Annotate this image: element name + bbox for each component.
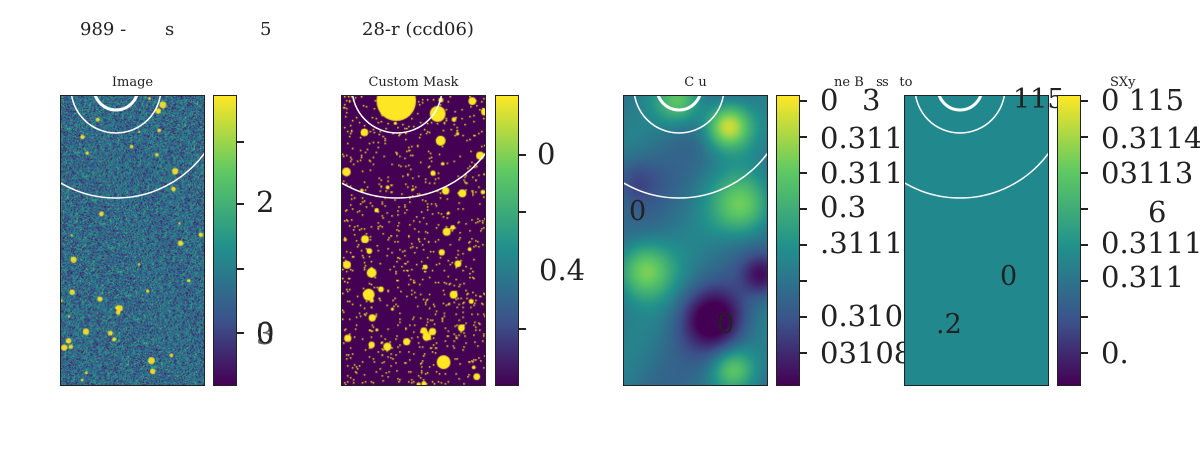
flat-cbar-label: 0.3114 xyxy=(1101,121,1200,155)
mask-colorbar xyxy=(495,95,526,386)
smooth-cbar-label: .3111 xyxy=(820,226,904,260)
cbar-tick xyxy=(1080,244,1088,246)
smooth-cbar-label: 3 xyxy=(862,83,881,117)
panel-title-custom-mask: Custom Mask xyxy=(368,75,459,90)
image-cbar-label: 3 xyxy=(256,317,275,351)
figure-title-part-1: 989 - xyxy=(80,19,127,40)
smooth-cbar-label: 03108 xyxy=(820,336,913,370)
cbar-tick xyxy=(1080,172,1088,174)
flat-cbar-label: 6 xyxy=(1148,195,1167,229)
cbar-tick xyxy=(236,332,244,334)
flat-cbar-label: 03113 xyxy=(1101,156,1194,190)
mask-axes xyxy=(341,95,486,386)
mask-heatmap xyxy=(342,96,485,385)
cbar-tick xyxy=(1080,136,1088,138)
panel-title-4b: SXy xyxy=(1110,75,1136,90)
cbar-tick xyxy=(518,328,526,330)
flat-cbar-label: 0 115 xyxy=(1101,83,1185,117)
flat-corner-label: 115 xyxy=(1013,84,1065,115)
smooth-cbar-label: 0 xyxy=(820,83,839,117)
mask-cbar-label: 0 xyxy=(537,137,556,171)
image-colorbar xyxy=(213,95,244,386)
panel-title-4: ne B s to xyxy=(834,75,913,90)
smooth-axes xyxy=(623,95,768,386)
flat-cbar-label: 0.3111 xyxy=(1101,226,1200,260)
cbar-tick xyxy=(1080,100,1088,102)
flat-axes xyxy=(904,95,1049,386)
panel-title-image: Image xyxy=(111,75,154,90)
cbar-tick xyxy=(799,352,807,354)
smooth-heatmap xyxy=(624,96,767,385)
aperture-circles xyxy=(624,96,767,199)
image-heatmap xyxy=(61,96,204,385)
cbar-tick xyxy=(799,172,807,174)
cbar-tick xyxy=(1080,352,1088,354)
aperture-circles xyxy=(905,96,1048,199)
cbar-tick xyxy=(799,316,807,318)
cbar-tick xyxy=(1080,316,1088,318)
cbar-tick xyxy=(799,280,807,282)
flat-cbar-label: 0. xyxy=(1101,336,1129,370)
cbar-tick xyxy=(1080,280,1088,282)
smooth-colorbar xyxy=(776,95,807,386)
cbar-tick xyxy=(236,268,244,270)
image-axes xyxy=(60,95,205,386)
smooth-cbar-label: 0.3 xyxy=(820,190,867,224)
overlay-label: 0 xyxy=(717,309,735,340)
cbar-tick xyxy=(799,244,807,246)
figure-title-part-2: s xyxy=(165,19,175,40)
panel-title-3: C u xyxy=(684,75,707,90)
aperture-circles xyxy=(342,96,485,199)
aperture-circles xyxy=(61,96,204,199)
panel-title-4c: s xyxy=(882,75,889,90)
figure-title-part-3: 5 xyxy=(260,19,272,40)
overlay-label: .2 xyxy=(936,309,962,340)
flat-colorbar xyxy=(1057,95,1088,386)
cbar-tick xyxy=(1080,208,1088,210)
figure-title-part-4: 28-r (ccd06) xyxy=(362,19,474,40)
cbar-tick xyxy=(236,203,244,205)
cbar-tick xyxy=(518,211,526,213)
overlay-label: 0 xyxy=(1000,261,1018,292)
mask-cbar-label: 0.4 xyxy=(539,253,586,287)
flat-cbar-label: 0.311 xyxy=(1101,260,1185,294)
cbar-tick xyxy=(799,208,807,210)
cbar-tick xyxy=(799,136,807,138)
cbar-tick xyxy=(236,141,244,143)
cbar-tick xyxy=(799,100,807,102)
image-cbar-label: 2 xyxy=(256,185,275,219)
image-cbar-label: 0 xyxy=(256,316,275,350)
overlay-label: 0 xyxy=(629,196,647,227)
cbar-tick xyxy=(518,154,526,156)
